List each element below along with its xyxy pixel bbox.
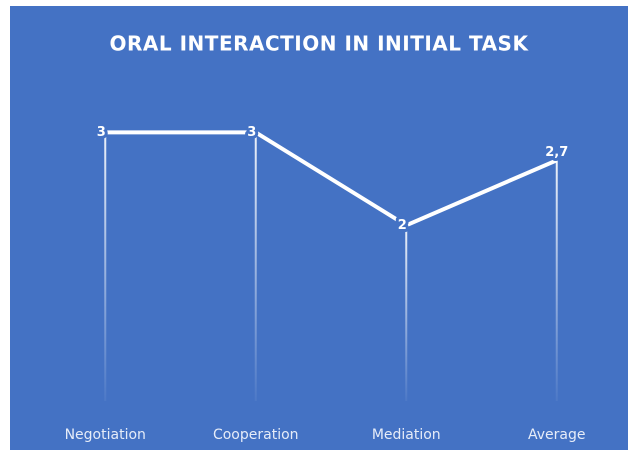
drop-line [104, 132, 107, 401]
drop-line [254, 132, 257, 401]
data-label: 2,7 [545, 145, 568, 160]
data-label: 3 [97, 125, 106, 140]
data-line [105, 130, 558, 228]
chart-background [10, 6, 628, 450]
drop-line [555, 160, 558, 401]
chart-title: ORAL INTERACTION IN INITIAL TASK [110, 32, 530, 56]
data-label: 2 [398, 218, 407, 233]
x-tick-label: Cooperation [213, 427, 299, 443]
drop-line [405, 225, 408, 401]
data-label: 3 [247, 125, 256, 140]
x-tick-label: Negotiation [65, 427, 146, 443]
x-tick-label: Average [528, 427, 586, 443]
x-tick-label: Mediation [372, 427, 441, 443]
